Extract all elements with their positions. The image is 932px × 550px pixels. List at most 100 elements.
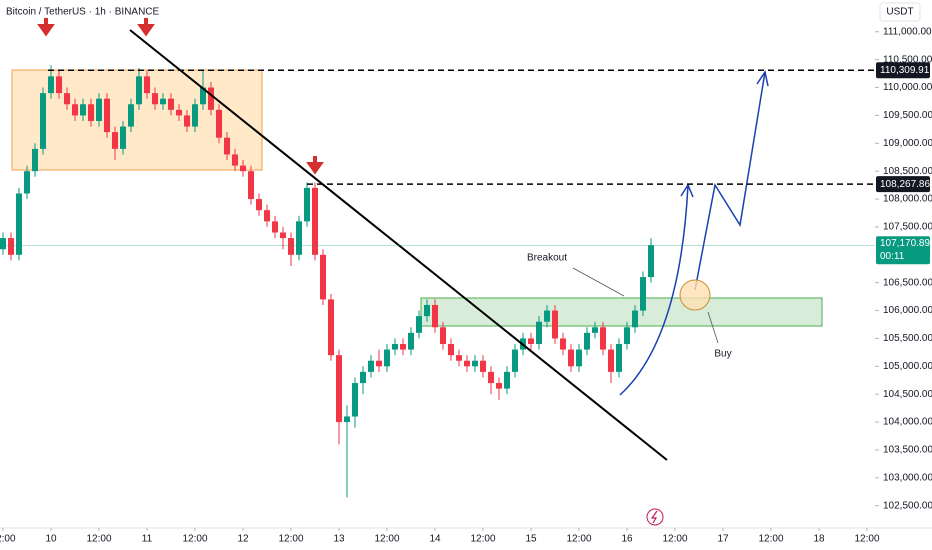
- candle-body: [16, 193, 22, 255]
- y-tick-label: 111,000.00: [883, 26, 932, 37]
- candle-body: [152, 93, 158, 105]
- x-tick-label: 12:00: [662, 534, 687, 545]
- candle-body: [544, 310, 550, 322]
- candle-body: [0, 238, 6, 250]
- y-tick-label: 106,000.00: [883, 305, 932, 316]
- candle-body: [392, 344, 398, 350]
- x-tick-label: 16: [621, 534, 633, 545]
- y-tick-label: 108,000.00: [883, 194, 932, 205]
- candle-body: [384, 349, 390, 367]
- candle-body: [480, 360, 486, 372]
- x-tick-label: 14: [429, 534, 441, 545]
- candle-body: [104, 98, 110, 133]
- arrow-head: [680, 183, 694, 198]
- level-label: 108,267.86: [880, 179, 930, 190]
- y-tick-label: 105,000.00: [883, 361, 932, 372]
- timezone-icon[interactable]: [646, 508, 664, 526]
- support-zone: [420, 297, 823, 327]
- candle-body: [568, 349, 574, 367]
- candle-body: [640, 277, 646, 311]
- candle-body: [32, 148, 38, 172]
- candle-body: [584, 332, 590, 350]
- candle-body: [64, 93, 70, 105]
- x-tick-label: 12: [237, 534, 249, 545]
- candle-body: [184, 115, 190, 127]
- x-tick-label: 12:00: [470, 534, 495, 545]
- candle-body: [352, 383, 358, 417]
- candle-body: [168, 98, 174, 110]
- candle-body: [208, 87, 214, 110]
- projection-curve: [619, 184, 689, 396]
- currency-box: [879, 2, 921, 22]
- candle-body: [112, 132, 118, 149]
- candle-body: [552, 310, 558, 339]
- y-tick-label: 107,500.00: [883, 222, 932, 233]
- x-tick-label: 12:00: [86, 534, 111, 545]
- level-label: 110,309.91: [880, 65, 930, 76]
- candle-body: [432, 304, 438, 328]
- candle-body: [632, 310, 638, 328]
- candle-body: [416, 316, 422, 333]
- candle-body: [200, 87, 206, 105]
- x-tick-label: 12:00: [0, 534, 16, 545]
- candle-body: [176, 109, 182, 116]
- arrow-marker: [306, 156, 324, 175]
- candle-body: [440, 327, 446, 345]
- candle-body: [648, 245, 654, 278]
- candle-body: [624, 327, 630, 345]
- callout-line: [707, 311, 719, 344]
- candle-body: [560, 338, 566, 350]
- candle-body: [56, 76, 62, 94]
- x-tick-label: 10: [45, 534, 57, 545]
- currency: USDT: [886, 7, 913, 18]
- candle-body: [8, 238, 14, 255]
- candle-body: [24, 171, 30, 194]
- candle-body: [592, 327, 598, 333]
- candle-body: [120, 126, 126, 149]
- y-tick-label: 110,500.00: [883, 54, 932, 65]
- candle-body: [128, 104, 134, 127]
- candle-body: [312, 187, 318, 255]
- countdown: 00:11: [880, 251, 905, 262]
- candle-body: [144, 76, 150, 94]
- level-label-box: [876, 62, 930, 79]
- candle-body: [344, 416, 350, 423]
- candle-body: [576, 349, 582, 367]
- x-tick-label: 11: [142, 534, 153, 545]
- candle-body: [376, 360, 382, 367]
- candle-body: [256, 199, 262, 211]
- candle-body: [488, 371, 494, 384]
- x-tick-label: 15: [525, 534, 537, 545]
- y-tick-label: 104,000.00: [883, 417, 932, 428]
- price-axis: [875, 0, 932, 550]
- candle-body: [80, 104, 86, 116]
- arrow-head: [756, 70, 769, 87]
- last-price-box: [876, 236, 930, 265]
- candle-body: [272, 221, 278, 233]
- candle-body: [408, 332, 414, 350]
- candle-body: [96, 98, 102, 121]
- candle-body: [600, 327, 606, 350]
- candle-body: [72, 104, 78, 116]
- chart-title: Bitcoin / TetherUS · 1h · BINANCE: [6, 7, 160, 18]
- candle-body: [360, 371, 366, 384]
- x-tick-label: 12:00: [758, 534, 783, 545]
- candle-body: [288, 238, 294, 255]
- candle-body: [216, 109, 222, 138]
- annotation: Breakout: [527, 253, 567, 264]
- level-label-box: [876, 176, 930, 193]
- candle-body: [328, 299, 334, 356]
- candle-body: [232, 154, 238, 166]
- candle-body: [304, 187, 310, 222]
- timezone-icon: [650, 510, 658, 524]
- y-tick-label: 109,500.00: [883, 110, 932, 121]
- x-tick-label: 12:00: [374, 534, 399, 545]
- y-tick-label: 103,500.00: [883, 445, 932, 456]
- y-tick-label: 106,500.00: [883, 277, 932, 288]
- annotation: Buy: [714, 349, 731, 360]
- y-tick-label: 102,500.00: [883, 500, 932, 511]
- candle-body: [88, 104, 94, 121]
- x-tick-label: 17: [717, 534, 729, 545]
- candle-body: [192, 104, 198, 127]
- y-tick-label: 110,000.00: [883, 82, 932, 93]
